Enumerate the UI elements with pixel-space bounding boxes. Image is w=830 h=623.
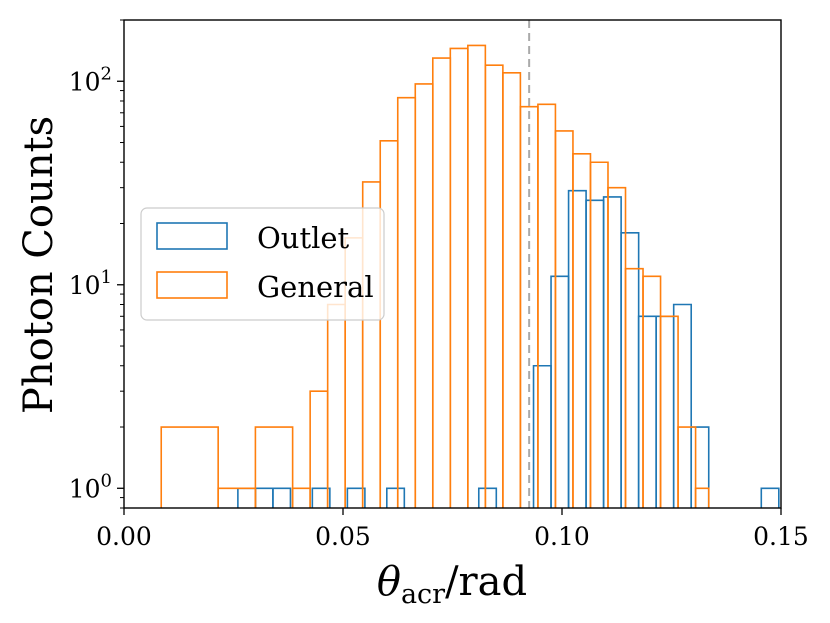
x-tick-label-2: 0.10 — [534, 522, 590, 551]
bar-outlet-3 — [311, 487, 331, 508]
bar-general-24 — [659, 315, 679, 508]
bar-outlet-12 — [620, 232, 640, 508]
bar-general-8 — [379, 139, 399, 508]
y-tick-label-1: 101 — [69, 267, 112, 300]
bar-general-23 — [642, 275, 662, 508]
bar-outlet-4 — [346, 487, 366, 508]
x-tick-label-3: 0.15 — [753, 522, 809, 551]
legend-swatch-general — [156, 271, 228, 299]
x-axis-label-unit: /rad — [445, 559, 527, 605]
bar-general-3 — [291, 487, 311, 508]
x-tick-label-1: 0.05 — [315, 522, 371, 551]
bar-general-15 — [502, 72, 522, 508]
bar-general-12 — [449, 47, 469, 508]
bar-general-1 — [217, 487, 257, 508]
bar-general-26 — [694, 487, 710, 508]
y-tick-label-2: 102 — [69, 63, 112, 96]
legend-label-outlet: Outlet — [257, 221, 350, 255]
bar-outlet-1 — [254, 487, 274, 508]
bar-outlet-17 — [760, 487, 780, 508]
bar-outlet-0 — [237, 487, 257, 508]
bar-outlet-6 — [477, 487, 498, 508]
bar-outlet-8 — [550, 275, 570, 508]
axes-frame — [123, 19, 782, 509]
bar-general-11 — [431, 57, 452, 508]
legend: Outlet General — [140, 207, 385, 321]
legend-box — [140, 207, 385, 321]
x-tick-label-0: 0.00 — [96, 522, 152, 551]
x-axis-label-subscript: acr — [401, 579, 445, 610]
bar-outlet-11 — [602, 196, 622, 508]
bar-general-0 — [160, 426, 219, 508]
bar-outlet-2 — [272, 487, 292, 508]
bar-outlet-16 — [690, 426, 710, 508]
y-tick-label-0: 100 — [69, 470, 112, 503]
bar-outlet-15 — [672, 303, 693, 508]
legend-label-general: General — [257, 270, 374, 304]
x-axis-label: θacr/rad — [377, 559, 527, 610]
bar-general-13 — [467, 44, 487, 508]
y-axis-label: Photon Counts — [16, 116, 62, 414]
bar-general-9 — [396, 96, 417, 508]
bar-outlet-14 — [655, 315, 675, 508]
bar-general-25 — [677, 426, 697, 508]
x-axis-label-symbol: θ — [377, 559, 401, 605]
x-axis: 0.00 0.05 0.10 0.15 — [96, 508, 809, 551]
bar-general-17 — [537, 103, 557, 508]
bar-outlet-5 — [386, 487, 406, 508]
bar-outlet-9 — [567, 189, 587, 508]
series-outlet — [237, 189, 780, 508]
y-axis: 100 101 102 — [69, 19, 124, 509]
bar-outlet-13 — [637, 315, 657, 508]
bar-outlet-10 — [585, 199, 605, 508]
bar-outlet-7 — [532, 364, 552, 508]
bar-general-21 — [607, 186, 627, 508]
legend-swatch-outlet — [156, 222, 228, 250]
bar-general-14 — [484, 64, 504, 508]
bar-general-19 — [572, 153, 592, 508]
bar-general-5 — [326, 303, 346, 508]
bar-general-20 — [589, 161, 609, 508]
bar-general-10 — [414, 83, 434, 508]
bar-general-2 — [254, 426, 294, 508]
bar-general-22 — [624, 267, 644, 508]
bar-general-18 — [554, 130, 574, 508]
